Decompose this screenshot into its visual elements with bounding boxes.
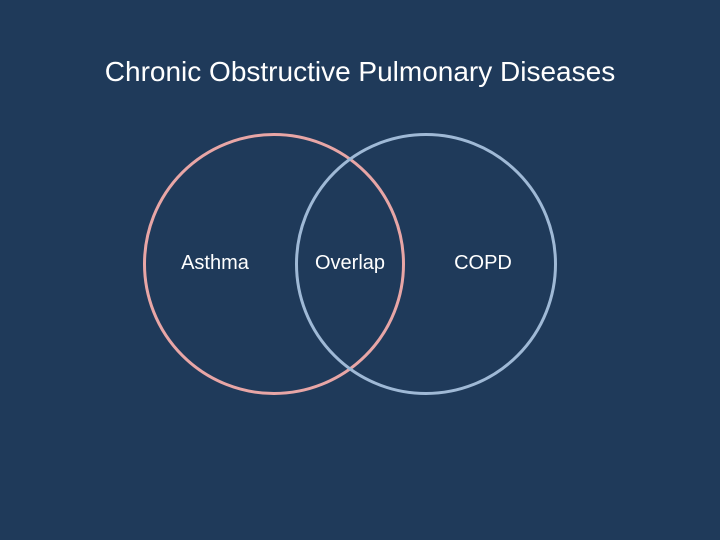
slide: Chronic Obstructive Pulmonary Diseases A… [0, 0, 720, 540]
venn-overlap-label: Overlap [290, 252, 410, 275]
venn-left-label: Asthma [155, 252, 275, 275]
venn-right-label: COPD [423, 252, 543, 275]
slide-title: Chronic Obstructive Pulmonary Diseases [0, 56, 720, 88]
